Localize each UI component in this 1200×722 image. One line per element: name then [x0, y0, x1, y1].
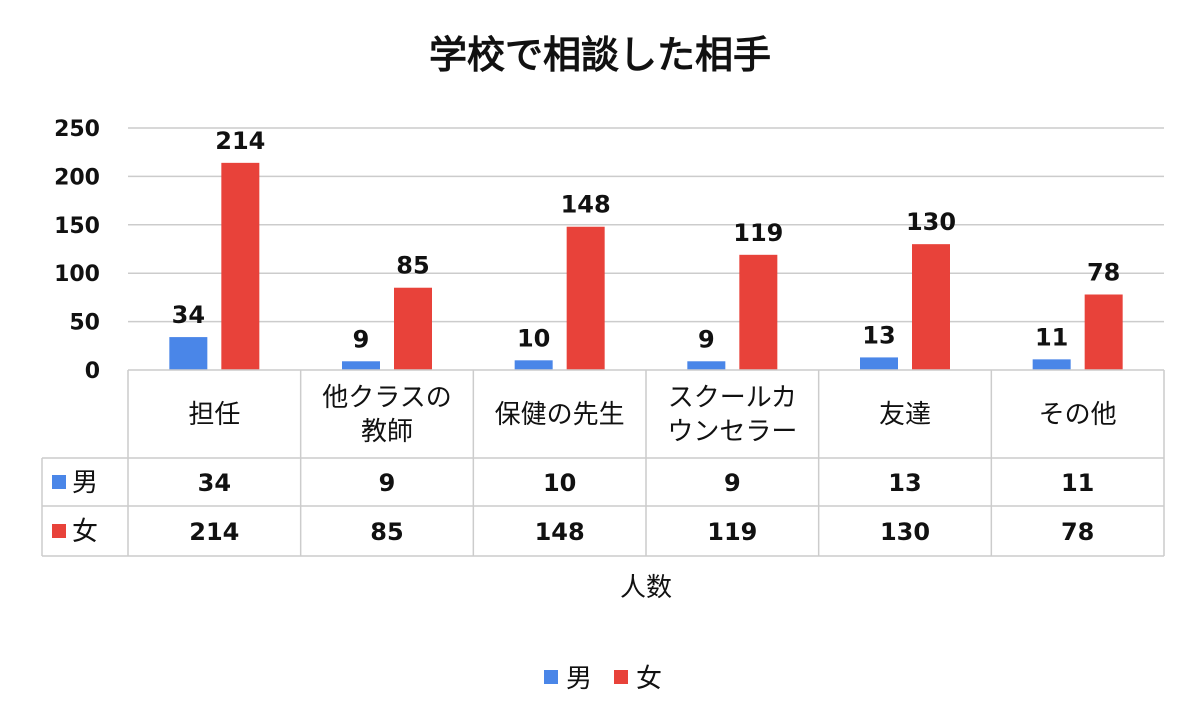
- y-tick-label: 50: [69, 311, 100, 336]
- y-tick-label: 200: [54, 165, 100, 190]
- category-label: 教師: [361, 417, 413, 447]
- bar-female: [912, 244, 950, 370]
- legend-swatch-female: [614, 670, 628, 684]
- bar-value-label: 34: [172, 301, 205, 329]
- gridlines: [128, 127, 1164, 323]
- category-label: スクールカ: [668, 383, 797, 413]
- y-tick-label: 250: [54, 117, 100, 142]
- table-cell: 148: [535, 518, 585, 546]
- bar-male: [514, 360, 553, 370]
- bar-female: [394, 287, 432, 370]
- bar-male: [860, 357, 898, 370]
- series-name: 女: [72, 517, 98, 547]
- table-cell: 9: [724, 469, 741, 497]
- bar-value-label: 148: [561, 191, 611, 219]
- bar-value-label: 119: [733, 219, 783, 247]
- bar-female: [566, 226, 605, 370]
- bar-value-label: 11: [1035, 323, 1068, 351]
- legend-label: 女: [636, 664, 662, 694]
- category-label: 他クラスの: [322, 383, 451, 413]
- table-cell: 214: [189, 518, 239, 546]
- series-name: 男: [72, 468, 98, 498]
- x-axis-label: 人数: [620, 573, 672, 603]
- table-cell: 34: [198, 469, 231, 497]
- bar-female: [739, 254, 778, 370]
- bar-value-label: 78: [1087, 258, 1120, 286]
- table-cell: 130: [880, 518, 930, 546]
- bar-value-label: 130: [906, 208, 956, 236]
- legend: 男女: [544, 664, 662, 694]
- bar-value-label: 9: [353, 325, 370, 353]
- table-cell: 13: [888, 469, 921, 497]
- y-tick-label: 0: [85, 359, 100, 384]
- series-swatch-male: [52, 475, 66, 489]
- y-tick-label: 100: [54, 262, 100, 287]
- bar-value-label: 9: [698, 325, 715, 353]
- bar-male: [342, 361, 380, 370]
- bar-female: [221, 162, 260, 370]
- bar-male: [1032, 359, 1071, 370]
- legend-swatch-male: [544, 670, 558, 684]
- bar-female: [1084, 294, 1123, 370]
- table-cell: 11: [1061, 469, 1094, 497]
- table-cell: 119: [707, 518, 757, 546]
- y-tick-label: 150: [54, 214, 100, 239]
- table-cell: 85: [370, 518, 403, 546]
- bars: 34 214 9 85 10 148 9 119 13 130 11 78: [169, 127, 1123, 370]
- series-swatch-female: [52, 524, 66, 538]
- bar-male: [169, 337, 208, 370]
- category-label: 保健の先生: [495, 400, 625, 430]
- y-axis: 0 50 100 150 200 250: [54, 117, 100, 384]
- bar-male: [687, 361, 726, 370]
- category-label: 友達: [879, 400, 931, 430]
- table-cell: 78: [1061, 518, 1094, 546]
- bar-value-label: 10: [517, 324, 550, 352]
- category-label: ウンセラー: [667, 417, 797, 447]
- category-label: 担任: [188, 400, 240, 430]
- chart-title: 学校で相談した相手: [429, 33, 771, 77]
- table-cell: 10: [543, 469, 576, 497]
- legend-label: 男: [566, 664, 592, 694]
- bar-value-label: 85: [396, 252, 429, 280]
- bar-value-label: 214: [215, 127, 265, 155]
- bar-value-label: 13: [862, 321, 895, 349]
- category-label: その他: [1039, 400, 1117, 430]
- table-cell: 9: [379, 469, 396, 497]
